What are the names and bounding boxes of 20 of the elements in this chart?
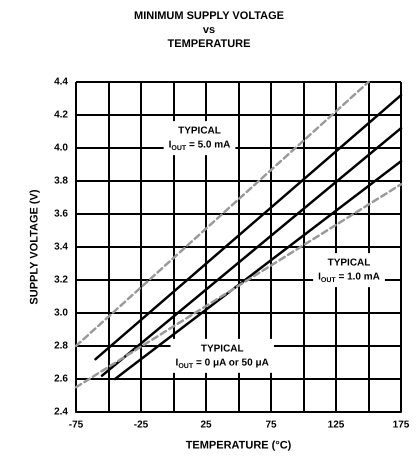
y-tick-label: 3.6 — [54, 208, 68, 220]
y-axis-title: SUPPLY VOLTAGE (V) — [28, 189, 40, 305]
x-tick-label: 75 — [265, 420, 277, 430]
x-axis-title: TEMPERATURE (°C) — [186, 440, 292, 452]
x-tick-label: -25 — [134, 420, 149, 430]
y-tick-label: 2.4 — [54, 406, 68, 418]
x-tick-label: 175 — [392, 420, 410, 430]
y-tick-label: 3.4 — [54, 242, 68, 252]
x-tick-label: -75 — [68, 420, 84, 430]
y-tick-label: 4.0 — [54, 142, 68, 154]
y-tick-label: 4.4 — [54, 76, 68, 88]
y-tick-label: 2.8 — [54, 340, 68, 352]
x-tick-label: 25 — [200, 420, 212, 430]
y-tick-label: 3.8 — [54, 176, 68, 186]
y-tick-label: 3.0 — [54, 308, 68, 318]
x-tick-label: 125 — [328, 420, 345, 430]
y-tick-label: 3.2 — [54, 274, 68, 286]
chart-title: MINIMUM SUPPLY VOLTAGE vs TEMPERATURE — [134, 10, 284, 50]
y-tick-label: 4.2 — [54, 110, 68, 120]
y-tick-label: 2.6 — [54, 374, 68, 384]
